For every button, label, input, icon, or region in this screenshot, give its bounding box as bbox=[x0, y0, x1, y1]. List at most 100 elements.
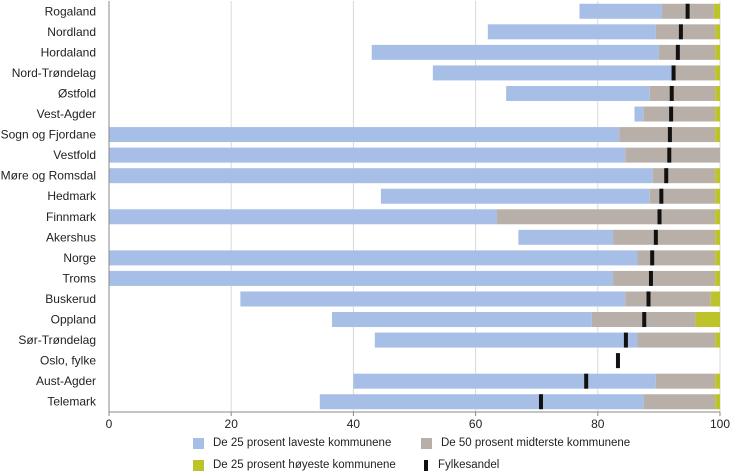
y-tick-label-9: Hedmark bbox=[47, 189, 97, 203]
legend-label-middle: De 50 prosent midterste kommunene bbox=[441, 437, 631, 449]
marker-fylkesandel-2 bbox=[675, 44, 680, 60]
marker-fylkesandel-16 bbox=[623, 332, 628, 348]
bar-highest-14 bbox=[710, 291, 720, 307]
bar-middle-14 bbox=[625, 291, 711, 307]
bar-highest-15 bbox=[695, 312, 720, 328]
bar-highest-16 bbox=[715, 332, 720, 348]
y-tick-label-1: Nordland bbox=[47, 25, 96, 39]
bar-middle-10 bbox=[496, 209, 716, 225]
bar-highest-18 bbox=[715, 373, 720, 389]
bar-middle-2 bbox=[658, 44, 716, 60]
bar-lowest-12 bbox=[109, 250, 638, 266]
y-tick-label-0: Rogaland bbox=[45, 4, 96, 18]
bar-middle-6 bbox=[619, 127, 716, 143]
marker-fylkesandel-18 bbox=[584, 373, 589, 389]
bar-middle-13 bbox=[613, 270, 716, 286]
y-tick-label-16: Sør-Trøndelag bbox=[18, 333, 96, 347]
bar-lowest-16 bbox=[374, 332, 638, 348]
bar-middle-12 bbox=[637, 250, 716, 266]
legend-item-middle: De 50 prosent midterste kommunene bbox=[421, 437, 630, 449]
bar-lowest-8 bbox=[109, 168, 653, 184]
bar-lowest-3 bbox=[432, 65, 675, 81]
legend-item-lowest: De 25 prosent laveste kommunene bbox=[193, 437, 391, 449]
bar-middle-19 bbox=[643, 394, 716, 410]
bar-highest-12 bbox=[715, 250, 720, 266]
x-tick-label-20: 20 bbox=[225, 417, 239, 430]
legend: De 25 prosent laveste kommunene De 50 pr… bbox=[0, 432, 730, 474]
legend-swatch-middle bbox=[421, 437, 432, 449]
bar-lowest-0 bbox=[579, 3, 662, 19]
marker-fylkesandel-12 bbox=[650, 250, 655, 266]
y-tick-label-3: Nord-Trøndelag bbox=[12, 66, 96, 80]
marker-fylkesandel-6 bbox=[667, 127, 672, 143]
x-tick-label-0: 0 bbox=[106, 417, 113, 430]
bar-middle-3 bbox=[674, 65, 716, 81]
y-tick-label-4: Østfold bbox=[58, 86, 96, 100]
bar-middle-8 bbox=[652, 168, 716, 184]
bar-highest-1 bbox=[715, 24, 720, 40]
bar-middle-7 bbox=[625, 147, 720, 163]
bar-highest-2 bbox=[715, 44, 720, 60]
y-tick-label-8: Møre og Romsdal bbox=[1, 169, 96, 183]
x-tick-label-80: 80 bbox=[591, 417, 605, 430]
bar-highest-5 bbox=[715, 106, 720, 122]
bar-highest-4 bbox=[715, 85, 720, 101]
marker-fylkesandel-9 bbox=[659, 188, 664, 204]
y-tick-label-14: Buskerud bbox=[45, 292, 96, 306]
bar-middle-1 bbox=[655, 24, 716, 40]
legend-swatch-lowest bbox=[193, 437, 204, 449]
bar-highest-8 bbox=[715, 168, 720, 184]
y-tick-label-15: Oppland bbox=[51, 313, 96, 327]
bar-lowest-1 bbox=[487, 24, 656, 40]
y-tick-label-2: Hordaland bbox=[41, 45, 96, 59]
y-tick-label-12: Norge bbox=[63, 251, 96, 265]
bar-lowest-14 bbox=[240, 291, 626, 307]
bar-middle-9 bbox=[649, 188, 716, 204]
legend-item-fylkesandel: Fylkesandel bbox=[421, 459, 499, 471]
bar-lowest-15 bbox=[332, 312, 592, 328]
y-tick-label-17: Oslo, fylke bbox=[40, 354, 96, 368]
y-tick-label-10: Finnmark bbox=[46, 210, 97, 224]
legend-label-highest: De 25 prosent høyeste kommunene bbox=[213, 459, 396, 471]
y-tick-label-13: Troms bbox=[62, 271, 96, 285]
y-tick-label-11: Akershus bbox=[46, 230, 96, 244]
marker-fylkesandel-8 bbox=[664, 168, 669, 184]
bar-lowest-13 bbox=[109, 270, 614, 286]
bar-middle-11 bbox=[613, 229, 716, 245]
y-tick-label-5: Vest-Agder bbox=[37, 107, 96, 121]
marker-fylkesandel-3 bbox=[671, 65, 676, 81]
bar-lowest-19 bbox=[319, 394, 644, 410]
marker-fylkesandel-4 bbox=[669, 85, 674, 101]
legend-label-lowest: De 25 prosent laveste kommunene bbox=[213, 437, 392, 449]
bar-highest-10 bbox=[715, 209, 720, 225]
y-tick-label-18: Aust-Agder bbox=[36, 374, 96, 388]
marker-fylkesandel-14 bbox=[646, 291, 651, 307]
bar-highest-9 bbox=[715, 188, 720, 204]
y-tick-label-7: Vestfold bbox=[53, 148, 96, 162]
marker-fylkesandel-7 bbox=[667, 147, 672, 163]
x-tick-label-100: 100 bbox=[710, 417, 730, 430]
bar-highest-0 bbox=[713, 3, 720, 19]
bar-highest-6 bbox=[715, 127, 720, 143]
x-tick-label-40: 40 bbox=[347, 417, 361, 430]
x-tick-label-60: 60 bbox=[469, 417, 483, 430]
bar-middle-18 bbox=[655, 373, 716, 389]
y-tick-label-19: Telemark bbox=[47, 395, 97, 409]
bar-lowest-5 bbox=[634, 106, 644, 122]
bar-lowest-2 bbox=[371, 44, 659, 60]
legend-marker-fylkesandel bbox=[424, 459, 428, 471]
marker-fylkesandel-1 bbox=[678, 24, 683, 40]
marker-fylkesandel-11 bbox=[653, 229, 658, 245]
marker-fylkesandel-5 bbox=[669, 106, 674, 122]
marker-fylkesandel-19 bbox=[538, 394, 543, 410]
bar-lowest-6 bbox=[109, 127, 620, 143]
marker-fylkesandel-15 bbox=[642, 312, 647, 328]
bar-lowest-7 bbox=[109, 147, 626, 163]
bar-highest-19 bbox=[715, 394, 720, 410]
marker-fylkesandel-0 bbox=[685, 3, 690, 19]
bar-highest-3 bbox=[715, 65, 720, 81]
y-tick-label-6: Sogn og Fjordane bbox=[1, 128, 97, 142]
legend-swatch-highest bbox=[193, 459, 204, 471]
legend-item-highest: De 25 prosent høyeste kommunene bbox=[193, 459, 396, 471]
marker-fylkesandel-13 bbox=[648, 270, 653, 286]
